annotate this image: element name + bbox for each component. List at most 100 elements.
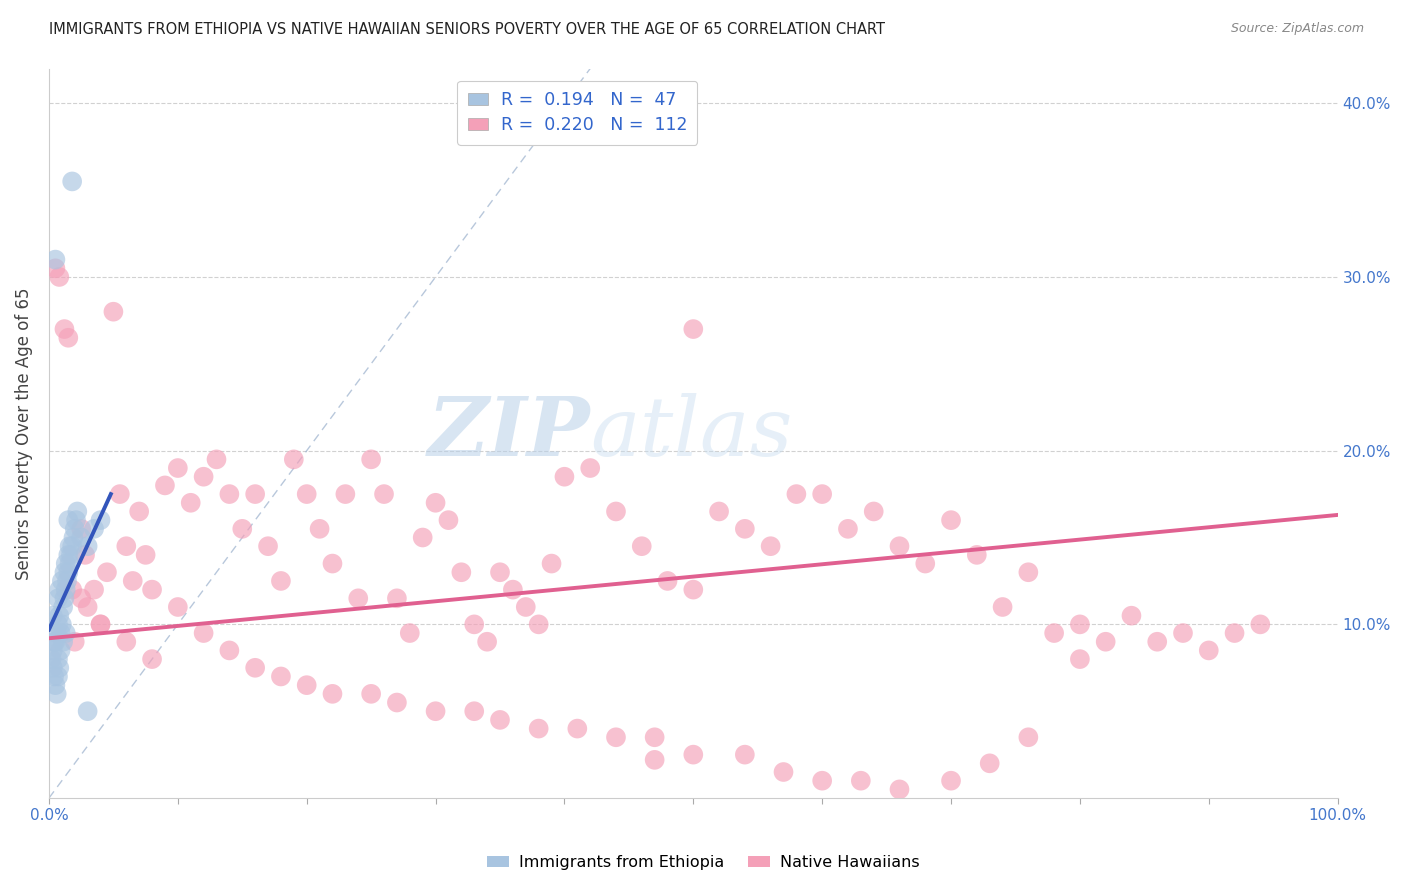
Point bbox=[42, 608, 65, 623]
Point bbox=[49, 643, 72, 657]
Point bbox=[527, 617, 550, 632]
Point bbox=[48, 608, 70, 623]
Point bbox=[60, 174, 83, 188]
Point bbox=[51, 574, 73, 588]
Point bbox=[308, 522, 330, 536]
Point bbox=[70, 591, 93, 606]
Point bbox=[1043, 626, 1066, 640]
Text: ZIP: ZIP bbox=[427, 393, 591, 474]
Point bbox=[270, 669, 292, 683]
Point bbox=[49, 626, 72, 640]
Point bbox=[53, 566, 76, 580]
Point bbox=[398, 626, 420, 640]
Point bbox=[759, 539, 782, 553]
Point bbox=[385, 696, 408, 710]
Point bbox=[1171, 626, 1194, 640]
Point bbox=[811, 773, 834, 788]
Point bbox=[58, 557, 80, 571]
Point bbox=[96, 566, 118, 580]
Point bbox=[385, 591, 408, 606]
Point bbox=[218, 487, 240, 501]
Point bbox=[89, 513, 111, 527]
Point bbox=[55, 582, 77, 597]
Point bbox=[837, 522, 859, 536]
Point bbox=[66, 504, 89, 518]
Point bbox=[44, 678, 66, 692]
Point bbox=[63, 634, 86, 648]
Point bbox=[55, 557, 77, 571]
Point bbox=[128, 504, 150, 518]
Point bbox=[682, 582, 704, 597]
Point bbox=[489, 713, 512, 727]
Point bbox=[295, 487, 318, 501]
Point bbox=[811, 487, 834, 501]
Point bbox=[51, 617, 73, 632]
Point bbox=[60, 539, 83, 553]
Point bbox=[73, 548, 96, 562]
Point bbox=[153, 478, 176, 492]
Point bbox=[295, 678, 318, 692]
Point bbox=[335, 487, 357, 501]
Point bbox=[1146, 634, 1168, 648]
Point bbox=[52, 634, 75, 648]
Point bbox=[889, 782, 911, 797]
Point bbox=[59, 548, 82, 562]
Point bbox=[437, 513, 460, 527]
Point bbox=[56, 574, 79, 588]
Point bbox=[58, 548, 80, 562]
Point bbox=[979, 756, 1001, 771]
Point bbox=[121, 574, 143, 588]
Point bbox=[1017, 566, 1039, 580]
Point bbox=[58, 331, 80, 345]
Point bbox=[166, 599, 188, 614]
Point bbox=[180, 496, 202, 510]
Point bbox=[450, 566, 472, 580]
Point bbox=[63, 522, 86, 536]
Point bbox=[141, 652, 163, 666]
Point bbox=[108, 487, 131, 501]
Point bbox=[46, 669, 69, 683]
Point bbox=[76, 539, 98, 553]
Point bbox=[734, 747, 756, 762]
Point bbox=[657, 574, 679, 588]
Point bbox=[205, 452, 228, 467]
Point bbox=[115, 539, 138, 553]
Point bbox=[475, 634, 498, 648]
Point bbox=[540, 557, 562, 571]
Point bbox=[283, 452, 305, 467]
Point bbox=[605, 731, 627, 745]
Y-axis label: Seniors Poverty Over the Age of 65: Seniors Poverty Over the Age of 65 bbox=[15, 287, 32, 580]
Point bbox=[76, 599, 98, 614]
Point bbox=[44, 252, 66, 267]
Point bbox=[373, 487, 395, 501]
Text: atlas: atlas bbox=[591, 393, 793, 474]
Point bbox=[89, 617, 111, 632]
Point bbox=[83, 582, 105, 597]
Point bbox=[785, 487, 807, 501]
Point bbox=[76, 704, 98, 718]
Legend: Immigrants from Ethiopia, Native Hawaiians: Immigrants from Ethiopia, Native Hawaiia… bbox=[481, 849, 925, 877]
Point bbox=[45, 626, 67, 640]
Point bbox=[58, 513, 80, 527]
Point bbox=[425, 704, 447, 718]
Point bbox=[257, 539, 280, 553]
Point bbox=[48, 582, 70, 597]
Point bbox=[849, 773, 872, 788]
Point bbox=[48, 269, 70, 284]
Point bbox=[463, 704, 485, 718]
Point bbox=[707, 504, 730, 518]
Point bbox=[58, 539, 80, 553]
Point bbox=[42, 643, 65, 657]
Point bbox=[515, 599, 537, 614]
Point bbox=[966, 548, 988, 562]
Point bbox=[45, 687, 67, 701]
Point bbox=[527, 722, 550, 736]
Point bbox=[889, 539, 911, 553]
Point bbox=[682, 747, 704, 762]
Point bbox=[644, 731, 666, 745]
Point bbox=[425, 496, 447, 510]
Point bbox=[46, 591, 69, 606]
Point bbox=[360, 687, 382, 701]
Point bbox=[55, 626, 77, 640]
Point bbox=[44, 261, 66, 276]
